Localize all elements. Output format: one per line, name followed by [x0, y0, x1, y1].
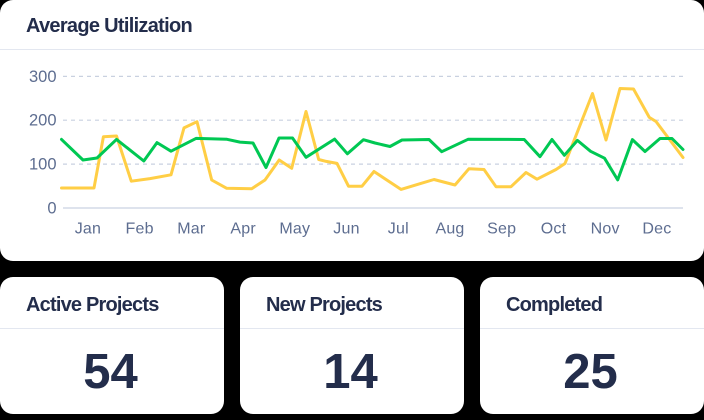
svg-text:Nov: Nov — [591, 221, 620, 238]
svg-text:Feb: Feb — [126, 221, 154, 238]
svg-text:0: 0 — [47, 199, 56, 217]
svg-text:Oct: Oct — [541, 221, 567, 238]
svg-text:May: May — [279, 221, 310, 238]
svg-text:Sep: Sep — [487, 221, 516, 238]
svg-text:100: 100 — [29, 156, 57, 174]
svg-text:Apr: Apr — [230, 221, 256, 238]
svg-text:Jun: Jun — [333, 221, 359, 238]
svg-text:Dec: Dec — [642, 221, 671, 238]
svg-text:Aug: Aug — [435, 221, 464, 238]
svg-text:Jan: Jan — [75, 221, 101, 238]
svg-text:300: 300 — [29, 68, 57, 86]
svg-text:200: 200 — [29, 112, 57, 130]
svg-text:Mar: Mar — [177, 221, 206, 238]
svg-text:Jul: Jul — [388, 221, 409, 238]
